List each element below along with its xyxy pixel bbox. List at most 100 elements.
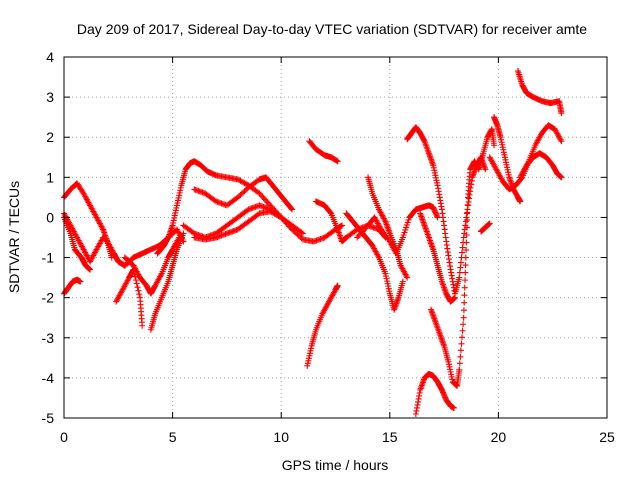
data-point [459,327,466,334]
series-arc-7 [147,230,187,333]
data-point [558,174,565,181]
data-point [298,229,305,236]
data-point [482,166,489,173]
x-tick-label: 0 [60,429,68,445]
data-point [450,404,457,411]
data-point [462,262,469,269]
data-point [354,234,361,241]
data-point [460,314,467,321]
series-arc-21 [412,370,457,417]
data-point [462,277,469,284]
data-point [404,274,411,281]
data-point [260,194,267,201]
series-arc-20 [417,210,458,305]
data-point [464,216,471,223]
data-point [491,142,498,149]
data-point [134,284,141,291]
series-arc-13 [306,138,341,165]
data-point [464,209,471,216]
y-tick-label: -2 [42,290,55,306]
y-tick-label: -5 [42,410,55,426]
data-point [136,291,143,298]
plot-frame [63,56,608,419]
y-tick-label: 4 [46,49,54,65]
data-point [278,214,285,221]
data-point [399,278,406,285]
series-arc-23 [456,126,498,373]
data-point [463,247,470,254]
data-point [288,205,295,212]
series-arc-6 [121,234,183,297]
x-axis-label: GPS time / hours [282,457,389,473]
data-point [463,231,470,238]
data-point [462,269,469,276]
series-arc-27 [517,150,565,181]
x-tick-label: 20 [491,429,507,445]
data-point [459,249,466,256]
data-point [461,292,468,299]
series-arc-28 [478,220,493,235]
y-tick-label: -1 [42,250,55,266]
data-point [77,278,84,285]
data-point [457,347,464,354]
data-point [139,322,146,329]
data-point [334,282,341,289]
data-point [459,244,466,251]
data-point [259,193,266,200]
series-arc-12 [191,208,285,243]
data-point [108,254,115,261]
x-tick-label: 5 [169,429,177,445]
series-arc-16 [343,210,406,313]
data-point [339,222,346,229]
series-arc-10 [180,202,306,241]
series-arc-11 [191,174,296,213]
series-arc-14 [304,282,341,369]
data-point [434,214,441,221]
data-point [255,211,262,218]
x-tick-label: 25 [599,429,615,445]
data-point [133,280,140,287]
data-point [461,299,468,306]
data-point [457,264,464,271]
y-tick-label: 2 [46,129,54,145]
data-point [456,366,463,373]
data-point [451,294,458,301]
y-axis-label: SDTVAR / TECUs [6,181,22,293]
data-point [263,197,270,204]
y-tick-label: 1 [46,169,54,185]
data-point [463,224,470,231]
data-point [135,287,142,294]
y-tick-label: 0 [46,209,54,225]
data-point [463,239,470,246]
data-point [180,238,187,245]
chart-title: Day 209 of 2017, Sidereal Day-to-day VTE… [77,21,587,37]
data-point [457,259,464,266]
data-point [334,158,341,165]
series-arc-19 [404,124,489,297]
series-arc-22 [428,306,463,389]
series-arc-8 [121,226,187,269]
data-point [289,206,296,213]
data-point [261,196,268,203]
data-point [457,353,464,360]
data-point [299,230,306,237]
data-point [461,284,468,291]
data-point [460,307,467,314]
data-point [276,213,283,220]
y-tick-label: -3 [42,330,55,346]
data-point [486,220,493,227]
y-tick-label: -4 [42,370,55,386]
data-point [459,334,466,341]
data-point [558,110,565,117]
x-tick-label: 15 [382,429,398,445]
x-axis: 0 5 10 15 20 25 [60,57,615,445]
y-axis: -5 -4 -3 -2 -1 0 1 2 3 4 [42,49,607,426]
series-arc-26 [514,68,565,117]
data-point [264,199,271,206]
series-arc-25 [486,122,565,193]
series-arc-4 [61,214,94,273]
data-point [132,277,139,284]
series-arc-18 [354,202,441,257]
y-tick-label: 3 [46,89,54,105]
